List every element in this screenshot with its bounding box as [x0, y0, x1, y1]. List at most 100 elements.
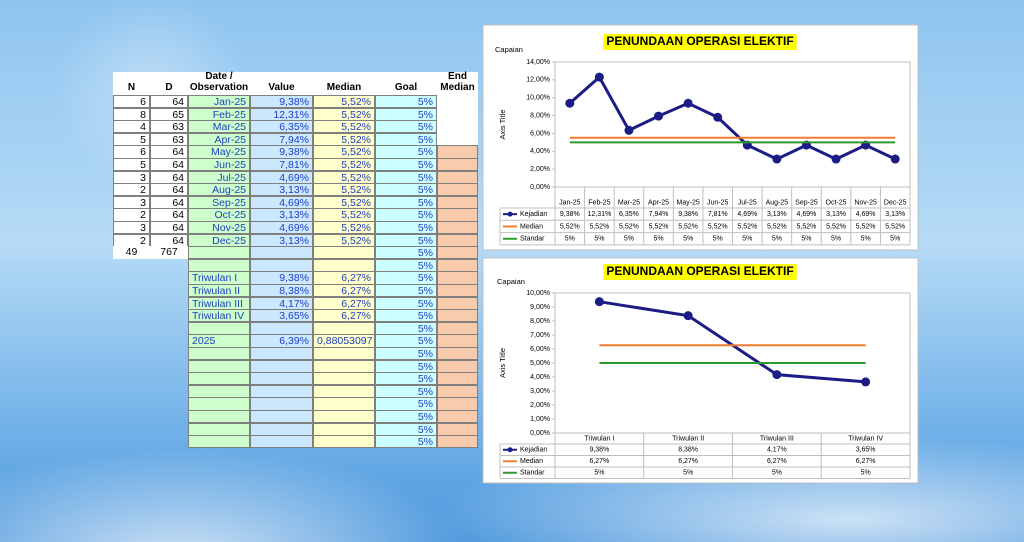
- y-tick-label: 4,00%: [530, 148, 550, 155]
- legend-label: Kejadian: [520, 211, 547, 218]
- marker: [654, 111, 664, 121]
- data-label: 6,27%: [678, 458, 698, 465]
- data-label: 6,27%: [856, 458, 876, 465]
- data-label: 5,52%: [678, 223, 698, 230]
- y-tick-label: 8,00%: [530, 318, 550, 325]
- marker: [713, 112, 723, 122]
- legend-label: Median: [520, 458, 543, 465]
- data-label: 6,35%: [619, 211, 639, 218]
- x-tick-label: Triwulan III: [760, 435, 794, 442]
- marker: [624, 125, 634, 135]
- data-label: 5,52%: [885, 223, 905, 230]
- x-tick-label: May-25: [676, 199, 699, 206]
- data-label: 5%: [624, 236, 634, 243]
- x-tick-label: Feb-25: [588, 199, 610, 206]
- title-highlight: [603, 34, 797, 50]
- marker: [772, 154, 782, 164]
- column-header: D: [165, 82, 173, 93]
- y-tick-label: 4,00%: [530, 374, 550, 381]
- x-tick-label: Oct-25: [826, 199, 847, 206]
- y-tick-label: 7,00%: [530, 332, 550, 339]
- data-label: 5,52%: [649, 223, 669, 230]
- table-cell: 49: [113, 246, 150, 260]
- table-cell: [437, 95, 478, 109]
- y-tick-label: 10,00%: [526, 290, 550, 297]
- table-cell: 5%: [375, 208, 437, 222]
- table-cell: [437, 107, 478, 121]
- table-cell: [437, 435, 478, 449]
- table-cell: [188, 435, 250, 449]
- x-tick-label: Sep-25: [795, 199, 818, 206]
- y-tick-label: 0,00%: [530, 430, 550, 437]
- marker: [594, 297, 604, 307]
- title-highlight: [603, 264, 797, 280]
- table-cell: 5%: [375, 321, 437, 335]
- marker: [772, 370, 782, 380]
- column-header: N: [127, 82, 136, 93]
- column-header: Value: [268, 82, 295, 93]
- marker: [594, 72, 604, 82]
- x-tick-label: Jan-25: [559, 199, 581, 206]
- marker: [861, 377, 871, 387]
- header-background: [113, 72, 478, 95]
- marker: [683, 311, 693, 321]
- data-label: 5,52%: [767, 223, 787, 230]
- chart-title: PENUNDAAN OPERASI ELEKTIF: [606, 34, 793, 48]
- data-label: 4,69%: [797, 211, 817, 218]
- data-label: 8,38%: [678, 447, 698, 454]
- column-header: End Median: [440, 71, 475, 93]
- table-cell: [437, 132, 478, 146]
- data-label: 4,69%: [737, 211, 757, 218]
- data-label: 5%: [742, 236, 752, 243]
- x-tick-label: Nov-25: [854, 199, 877, 206]
- data-label: 5%: [831, 236, 841, 243]
- series-line: [568, 74, 896, 161]
- column-header: Date / Observation: [189, 71, 249, 93]
- data-label: 3,13%: [826, 211, 846, 218]
- x-tick-label: Apr-25: [648, 199, 669, 206]
- legend-label: Standar: [520, 470, 545, 477]
- legend-label: Standar: [520, 236, 545, 243]
- data-label: 6,27%: [767, 458, 787, 465]
- data-label: 5%: [772, 470, 782, 477]
- y-axis-title: Axis Title: [498, 348, 507, 378]
- data-label: 5,52%: [589, 223, 609, 230]
- data-label: 5,52%: [797, 223, 817, 230]
- y-tick-label: 8,00%: [530, 112, 550, 119]
- column-header: Median: [326, 82, 362, 93]
- legend-marker: [507, 447, 513, 453]
- marker: [831, 154, 841, 164]
- x-tick-label: Aug-25: [766, 199, 789, 206]
- data-label: 5%: [594, 236, 604, 243]
- y-tick-label: 5,00%: [530, 360, 550, 367]
- y-tick-label: 0,00%: [530, 184, 550, 191]
- data-label: 9,38%: [678, 211, 698, 218]
- data-label: 5,52%: [619, 223, 639, 230]
- marker: [565, 98, 575, 108]
- column-header: Goal: [394, 82, 418, 93]
- data-label: 4,69%: [856, 211, 876, 218]
- marker: [683, 98, 693, 108]
- data-label: 5,52%: [560, 223, 580, 230]
- y-tick-label: 3,00%: [530, 388, 550, 395]
- data-label: 5%: [653, 236, 663, 243]
- table-cell: [250, 435, 313, 449]
- y-tick-label: 14,00%: [526, 59, 550, 66]
- chart-title: PENUNDAAN OPERASI ELEKTIF: [606, 264, 793, 278]
- data-label: 3,13%: [885, 211, 905, 218]
- table-cell: 5%: [375, 296, 437, 310]
- data-label: 7,94%: [649, 211, 669, 218]
- table-cell: 5%: [375, 435, 437, 449]
- annotation: Capaian: [495, 45, 523, 54]
- table-cell: [437, 120, 478, 134]
- legend-label: Kejadian: [520, 447, 547, 454]
- data-label: 5%: [713, 236, 723, 243]
- data-label: 5%: [683, 236, 693, 243]
- y-tick-label: 9,00%: [530, 304, 550, 311]
- x-tick-label: Triwulan I: [584, 435, 614, 442]
- y-tick-label: 10,00%: [526, 95, 550, 102]
- data-label: 3,65%: [856, 447, 876, 454]
- x-tick-label: Jun-25: [707, 199, 729, 206]
